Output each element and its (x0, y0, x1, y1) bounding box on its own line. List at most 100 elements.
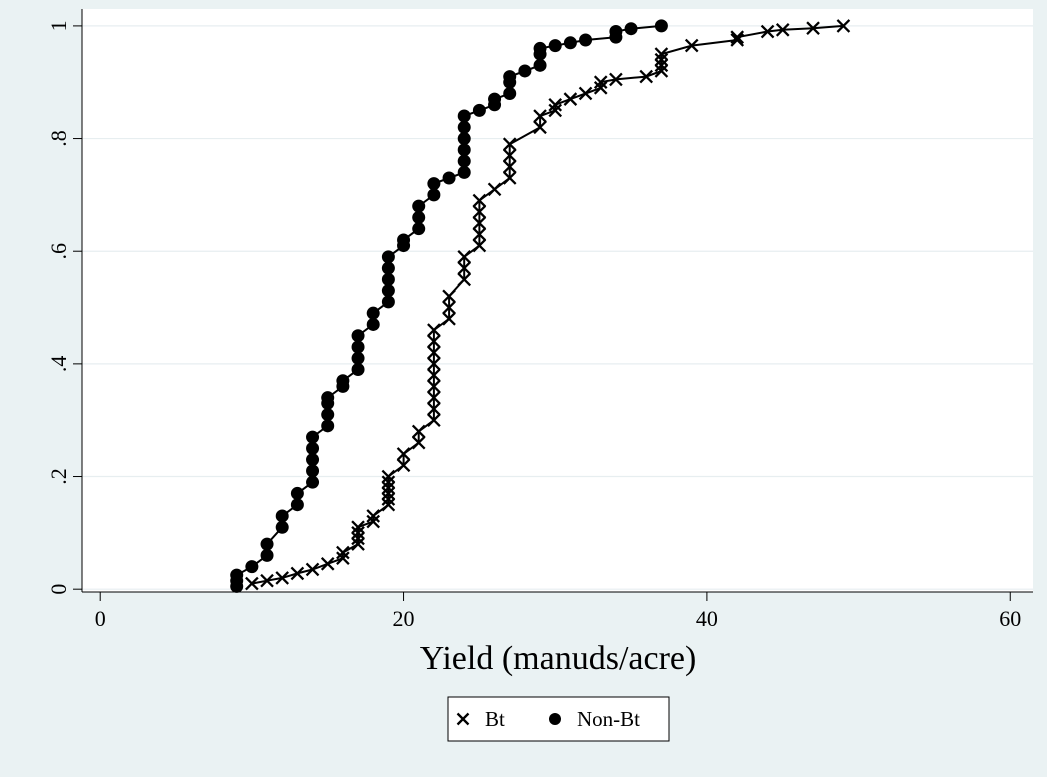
data-point (320, 557, 335, 571)
data-point (351, 363, 365, 377)
x-tick-label: 60 (999, 606, 1021, 631)
data-point (654, 47, 669, 61)
data-point (806, 21, 820, 35)
data-point (518, 64, 532, 78)
data-point (488, 92, 502, 106)
data-point (533, 41, 547, 55)
data-point (533, 58, 547, 72)
data-point (427, 413, 441, 428)
legend-marker (456, 712, 470, 726)
series-line (251, 24, 844, 585)
data-point (442, 171, 456, 185)
legend-marker (549, 713, 561, 725)
data-point (381, 497, 396, 512)
legend-label: Non-Bt (577, 707, 640, 731)
data-point (366, 306, 380, 320)
data-point (593, 75, 608, 90)
data-point (351, 520, 365, 535)
x-tick-label: 0 (95, 606, 106, 631)
data-point (609, 25, 623, 39)
data-point (306, 430, 320, 444)
data-point (351, 329, 365, 343)
data-point (775, 23, 790, 37)
legend-item: Non-Bt (549, 707, 640, 731)
data-point (563, 36, 577, 50)
legend: Bt Non-Bt (447, 696, 670, 742)
data-point (624, 22, 638, 36)
y-tick-label: .8 (46, 130, 71, 147)
data-point (457, 165, 471, 179)
data-point (457, 272, 472, 287)
data-point (260, 573, 274, 588)
data-point (396, 447, 411, 461)
y-tick-label: 1 (46, 20, 71, 31)
data-point (457, 143, 471, 157)
data-point (684, 38, 699, 53)
data-point (366, 509, 381, 523)
data-point (412, 199, 426, 213)
data-point (457, 109, 471, 123)
data-point (306, 453, 320, 467)
data-point (442, 289, 456, 304)
x-axis-label: Yield (manuds/acre) (420, 640, 697, 677)
data-point (457, 154, 471, 168)
data-point (336, 374, 350, 388)
data-point (381, 469, 396, 484)
data-point (366, 317, 380, 331)
data-point (563, 92, 578, 106)
data-point (321, 391, 335, 405)
data-point (411, 424, 426, 439)
data-point (654, 19, 668, 33)
data-point (290, 486, 304, 500)
data-point (381, 272, 395, 286)
data-point (396, 458, 411, 473)
axes: 0 .2 .4 .6 .8 1 0 20 40 60 (46, 9, 1033, 631)
data-point (275, 571, 290, 585)
data-point (442, 311, 456, 326)
y-tick-label: .6 (46, 243, 71, 260)
data-point (321, 408, 335, 422)
data-point (427, 379, 441, 394)
data-point (306, 464, 320, 478)
data-point (427, 188, 441, 202)
data-point (548, 103, 563, 118)
data-point (654, 58, 669, 73)
data-point (397, 233, 411, 247)
data-point (427, 368, 441, 382)
data-point (472, 238, 487, 253)
data-point (245, 576, 259, 591)
data-point (427, 345, 441, 360)
data-point (427, 323, 441, 337)
data-point (836, 19, 851, 33)
data-point (579, 33, 593, 47)
data-point (654, 64, 669, 78)
data-point (503, 86, 517, 100)
data-point (548, 97, 563, 112)
data-point (381, 261, 395, 275)
data-point (502, 137, 517, 152)
x-tick-label: 40 (696, 606, 718, 631)
data-point (290, 566, 305, 581)
data-point (412, 210, 426, 224)
data-point (609, 72, 623, 87)
data-point (533, 109, 547, 123)
data-point (639, 69, 654, 84)
data-point (336, 551, 350, 566)
data-point (351, 351, 365, 365)
data-point (245, 560, 259, 574)
data-point (427, 357, 441, 371)
data-point (230, 568, 244, 582)
data-point (457, 261, 472, 275)
data-point (427, 177, 441, 191)
legend-label: Bt (485, 707, 505, 731)
data-point (381, 486, 396, 501)
data-point (457, 132, 471, 146)
data-point (306, 441, 320, 455)
plot-area (82, 9, 1033, 592)
data-point (427, 402, 441, 416)
data-point (654, 52, 669, 67)
data-point (290, 498, 304, 512)
data-point (275, 509, 289, 523)
